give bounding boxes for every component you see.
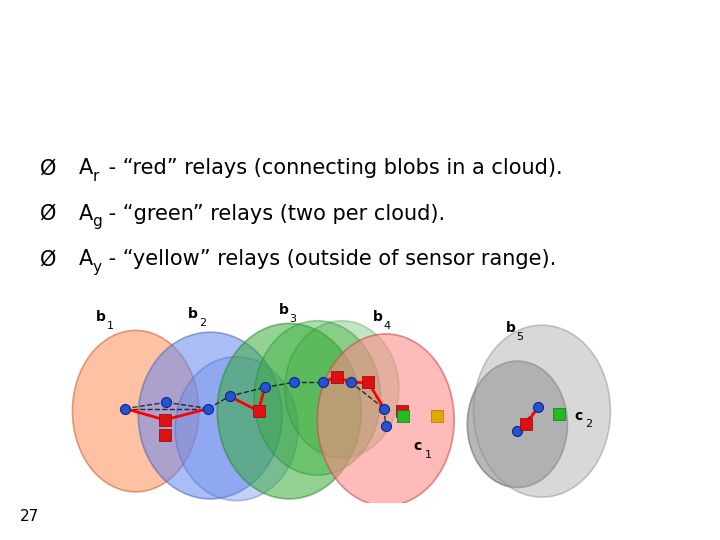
Text: c: c — [414, 439, 422, 453]
Point — [317, 378, 328, 387]
Text: - “red” relays (connecting blobs in a cloud).: - “red” relays (connecting blobs in a cl… — [102, 158, 563, 178]
Point — [331, 373, 343, 381]
Text: - “green” relays (two per cloud).: - “green” relays (two per cloud). — [102, 204, 446, 224]
Text: Ø: Ø — [40, 158, 56, 178]
Ellipse shape — [474, 325, 611, 497]
Text: 2: 2 — [585, 419, 592, 429]
Text: A: A — [79, 158, 94, 178]
Point — [345, 378, 356, 387]
Point — [259, 383, 271, 391]
Text: g: g — [92, 214, 102, 230]
Ellipse shape — [138, 332, 282, 499]
Text: b: b — [96, 310, 106, 324]
Ellipse shape — [175, 357, 298, 501]
Text: 3: 3 — [289, 314, 296, 324]
Point — [533, 402, 544, 411]
Point — [289, 378, 300, 387]
Text: b: b — [189, 307, 198, 321]
Text: A: A — [79, 204, 94, 224]
Text: y: y — [92, 260, 101, 275]
Ellipse shape — [467, 361, 567, 488]
Text: b: b — [506, 321, 516, 335]
Ellipse shape — [318, 334, 454, 506]
Text: Ø: Ø — [40, 204, 56, 224]
Text: 4: 4 — [383, 321, 390, 331]
Point — [378, 404, 390, 413]
Ellipse shape — [285, 321, 399, 457]
Point — [161, 398, 172, 407]
Point — [431, 411, 442, 420]
Point — [380, 422, 392, 430]
Point — [397, 411, 409, 420]
Ellipse shape — [73, 330, 199, 492]
Text: 27: 27 — [20, 509, 40, 524]
Text: 3.11 approximation: 3.11 approximation — [16, 29, 351, 58]
Point — [521, 420, 532, 429]
Text: 1: 1 — [424, 450, 431, 460]
Text: c: c — [575, 409, 582, 422]
Point — [362, 378, 374, 387]
Text: b: b — [279, 303, 289, 317]
Text: 1: 1 — [107, 321, 114, 331]
Point — [397, 407, 408, 415]
Ellipse shape — [254, 321, 380, 475]
Text: 5: 5 — [516, 332, 523, 342]
Point — [224, 392, 235, 401]
Point — [554, 409, 565, 418]
Point — [120, 404, 131, 413]
Text: r: r — [92, 169, 99, 184]
Ellipse shape — [217, 323, 361, 499]
Text: 2: 2 — [199, 318, 206, 328]
Text: b: b — [372, 310, 382, 324]
Point — [159, 430, 171, 439]
Point — [253, 407, 264, 415]
Text: A: A — [79, 249, 94, 269]
Text: Ø: Ø — [40, 249, 56, 269]
Point — [512, 427, 523, 436]
Point — [159, 416, 171, 424]
Point — [203, 404, 215, 413]
Text: - “yellow” relays (outside of sensor range).: - “yellow” relays (outside of sensor ran… — [102, 249, 557, 269]
